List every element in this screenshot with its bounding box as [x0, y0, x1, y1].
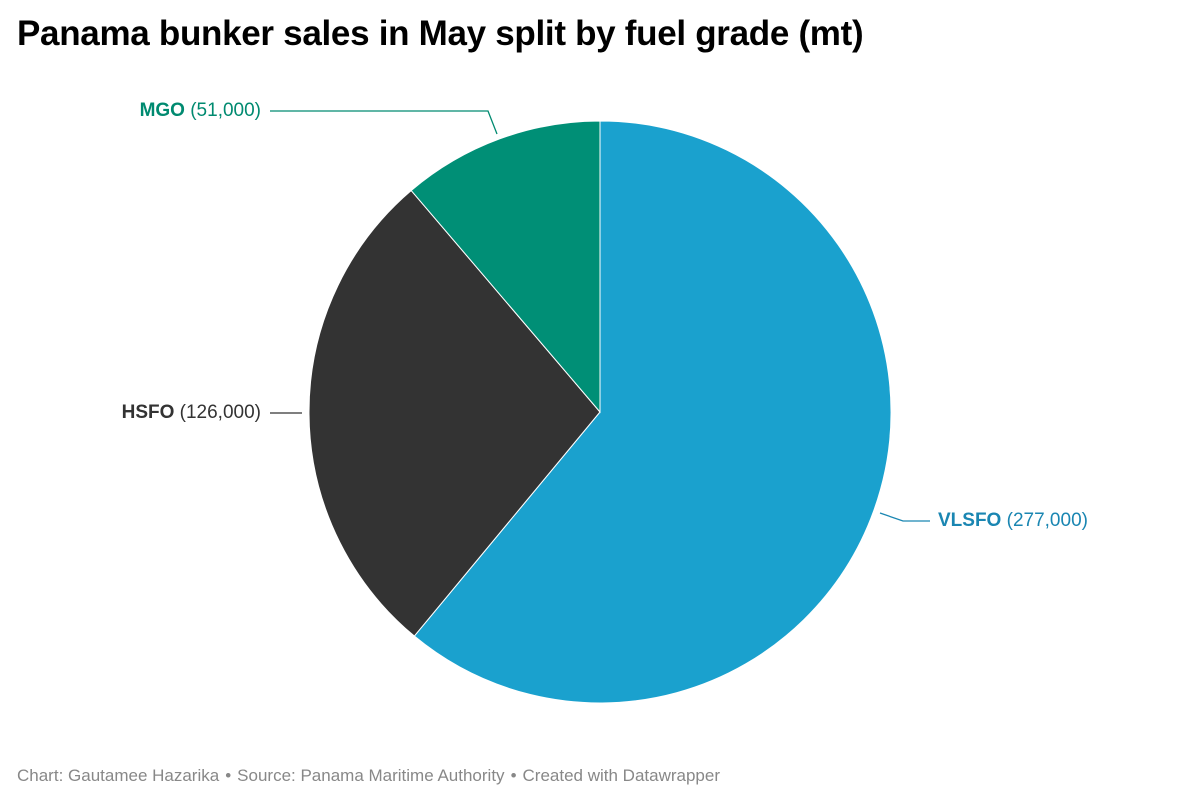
footer-separator: •: [225, 766, 232, 785]
leader-line-mgo: [270, 110, 498, 135]
slice-label-name: MGO: [140, 100, 185, 121]
slice-label-vlsfo: VLSFO (277,000): [938, 510, 1088, 531]
pie-slice-mgo: [410, 120, 601, 414]
source-credit: Source: Panama Maritime Authority: [237, 766, 505, 785]
slice-label-mgo: MGO (51,000): [140, 100, 261, 121]
footer-separator: •: [510, 766, 517, 785]
footer: Chart: Gautamee Hazarika • Source: Panama …: [17, 766, 720, 786]
slice-label-value: (126,000): [174, 402, 261, 423]
pie-labels: VLSFO (277,000) HSFO (126,000) MGO (51,000…: [122, 100, 1088, 531]
slice-label-hsfo: HSFO (126,000): [122, 402, 261, 423]
chart-credit: Chart: Gautamee Hazarika: [17, 766, 220, 785]
slice-label-name: HSFO: [122, 402, 175, 423]
created-with-link[interactable]: Created with Datawrapper: [522, 766, 720, 785]
leader-line-vlsfo: [879, 512, 930, 522]
slice-label-value: (51,000): [185, 100, 261, 121]
pie-slice-hsfo: [308, 189, 601, 637]
chart-title: Panama bunker sales in May split by fuel…: [17, 14, 864, 53]
slice-label-name: VLSFO: [938, 510, 1001, 531]
slice-label-value: (277,000): [1001, 510, 1088, 531]
pie-slice-vlsfo: [413, 120, 892, 704]
pie-slices: [308, 120, 892, 704]
